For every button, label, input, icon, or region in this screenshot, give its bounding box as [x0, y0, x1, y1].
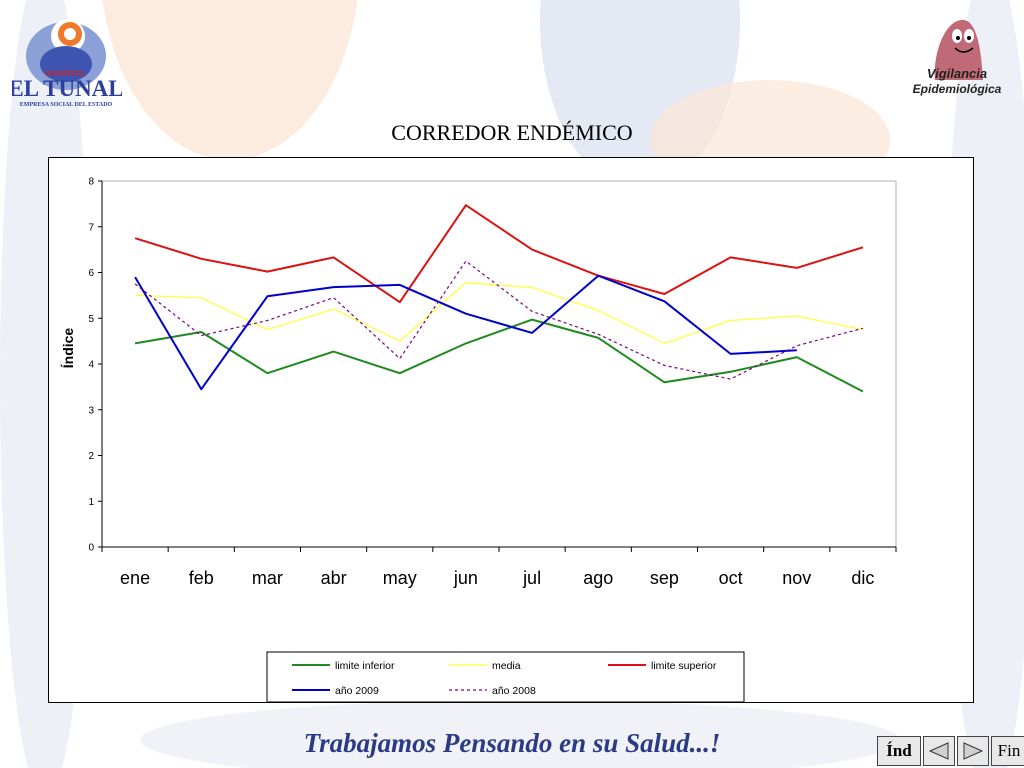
- y-tick-label: 1: [88, 497, 94, 508]
- series-line-limite-superior: [134, 204, 864, 304]
- legend-label: media: [492, 660, 521, 672]
- y-tick-label: 5: [88, 314, 94, 325]
- y-axis-label: Índice: [60, 328, 76, 369]
- end-button[interactable]: Fin: [991, 736, 1024, 766]
- x-tick-label: ago: [583, 568, 613, 588]
- series-line-anio-2009: [134, 274, 797, 391]
- index-button[interactable]: Índ: [877, 736, 921, 766]
- hospital-logo-icon: HOSPITAL EL TUNAL EMPRESA SOCIAL DEL EST…: [8, 19, 124, 108]
- x-tick-label: abr: [321, 568, 347, 588]
- series-line-anio-2008: [134, 260, 864, 380]
- x-tick-label: mar: [252, 568, 283, 588]
- previous-button[interactable]: [923, 736, 955, 766]
- triangle-left-icon: [928, 742, 949, 760]
- slide-navigation: Índ Fin: [877, 736, 1024, 768]
- series-line-limite-inferior: [134, 318, 864, 393]
- legend-label: limite inferior: [335, 660, 395, 672]
- vigilancia-logo-icon: Vigilancia Epidemiológica: [913, 19, 1002, 96]
- series-line-media: [135, 281, 864, 344]
- x-tick-label: ene: [120, 568, 150, 588]
- legend-label: año 2008: [492, 685, 536, 697]
- plot-area: [101, 180, 897, 548]
- y-tick-label: 3: [88, 405, 94, 416]
- x-tick-label: jun: [453, 568, 478, 588]
- endemic-corridor-chart: 0 1 2 3 4 5 6 7 8 ene feb mar abr may jun jul ago sep oct n…: [60, 177, 897, 703]
- y-tick-label: 7: [88, 222, 94, 233]
- chart-container: 0 1 2 3 4 5 6 7 8 ene feb mar abr may jun jul ago sep oct n…: [48, 157, 974, 703]
- logo-name-text: EL TUNAL: [12, 76, 122, 101]
- axes-layer: 0 1 2 3 4 5 6 7 8 ene feb mar abr may jun jul ago sep oct n…: [88, 177, 897, 588]
- x-tick-label: feb: [189, 568, 214, 588]
- logo-vigilancia-text: Vigilancia: [927, 66, 987, 81]
- logo-subtitle-text: EMPRESA SOCIAL DEL ESTADO: [20, 102, 113, 108]
- hospital-logo: HOSPITAL EL TUNAL EMPRESA SOCIAL DEL EST…: [8, 14, 124, 110]
- slide-title: CORREDOR ENDÉMICO: [391, 120, 633, 145]
- x-tick-label: may: [383, 568, 417, 588]
- y-tick-label: 0: [88, 543, 94, 554]
- legend: limite inferior media limite superior año 2…: [266, 651, 745, 703]
- x-tick-label: dic: [851, 568, 874, 588]
- series-layer: [134, 204, 864, 393]
- y-tick-label: 8: [88, 177, 94, 188]
- legend-label: año 2009: [335, 685, 379, 697]
- legend-box: [266, 651, 745, 703]
- x-tick-label: sep: [650, 568, 679, 588]
- y-tick-label: 2: [88, 451, 94, 462]
- logo-epidemiologica-text: Epidemiológica: [913, 82, 1002, 96]
- next-button[interactable]: [957, 736, 989, 766]
- vigilancia-logo: Vigilancia Epidemiológica: [895, 12, 1015, 102]
- y-tick-label: 6: [88, 268, 94, 279]
- triangle-right-icon: [963, 742, 984, 760]
- logo-hospital-text: HOSPITAL: [46, 69, 87, 78]
- x-tick-label: jul: [522, 568, 541, 588]
- legend-label: limite superior: [651, 660, 717, 672]
- y-tick-label: 4: [88, 360, 94, 371]
- footer-motto: Trabajamos Pensando en su Salud...!: [303, 728, 721, 758]
- x-tick-label: nov: [782, 568, 811, 588]
- x-tick-label: oct: [719, 568, 743, 588]
